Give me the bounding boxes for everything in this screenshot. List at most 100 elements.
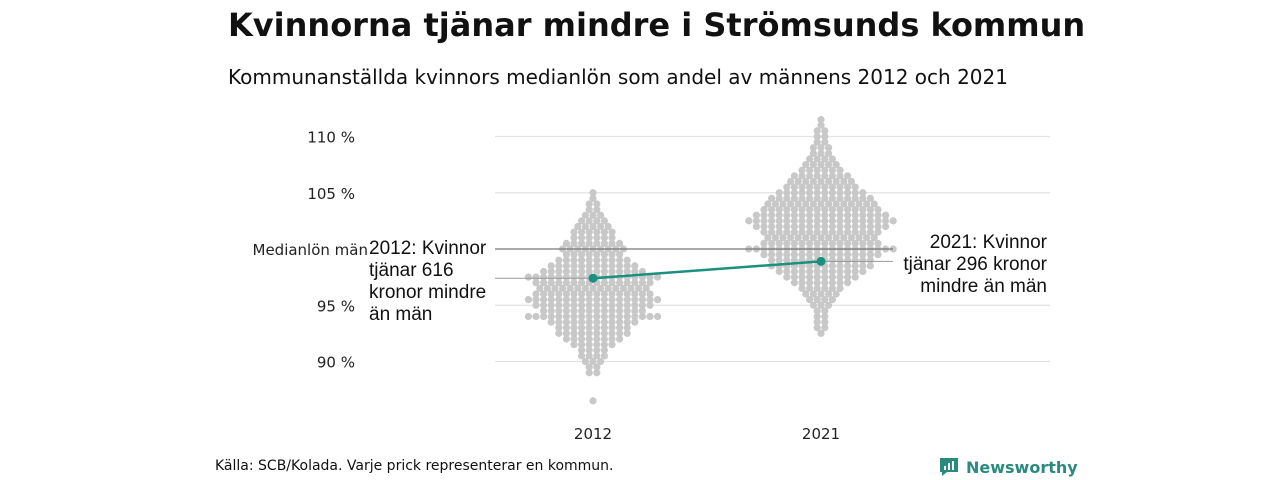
data-dot (608, 324, 616, 332)
data-dot (859, 239, 867, 247)
data-dot (578, 346, 586, 354)
data-dot (631, 290, 639, 298)
data-dot (578, 324, 586, 332)
data-dot (825, 234, 833, 242)
data-dot (840, 177, 848, 186)
data-dot (832, 234, 840, 242)
data-dot (593, 251, 601, 259)
data-dot (798, 239, 806, 247)
data-dot (851, 251, 859, 259)
data-dot (798, 284, 806, 292)
data-dot (817, 121, 825, 129)
data-dot (836, 217, 844, 225)
data-dot (547, 312, 555, 321)
data-dot (828, 267, 837, 276)
data-dot (616, 329, 624, 337)
data-dot (798, 273, 806, 281)
data-dot (585, 363, 593, 371)
data-dot (600, 290, 609, 298)
data-dot (623, 324, 631, 332)
data-dot (828, 256, 837, 264)
data-dot (562, 267, 571, 276)
data-dot (608, 312, 616, 321)
data-dot (616, 279, 624, 287)
data-dot (809, 200, 818, 208)
data-dot (836, 273, 844, 281)
data-dot (840, 200, 848, 208)
data-dot (817, 234, 825, 242)
data-dot (593, 346, 601, 354)
data-dot (798, 251, 806, 259)
data-dot (585, 239, 593, 247)
data-dot (836, 284, 844, 292)
data-dot (600, 307, 609, 315)
data-dot (844, 194, 852, 202)
data-dot (828, 296, 837, 304)
data-dot (806, 166, 814, 174)
data-dot (817, 116, 825, 124)
data-dot (836, 206, 844, 214)
data-dot (547, 273, 555, 281)
data-dot (616, 324, 624, 332)
data-dot (585, 296, 593, 304)
data-dot (654, 273, 662, 281)
data-dot (806, 183, 814, 191)
data-dot (593, 369, 601, 377)
data-dot (600, 324, 609, 332)
data-dot (578, 234, 586, 242)
data-dot (616, 267, 624, 276)
data-dot (585, 206, 593, 214)
data-dot (771, 234, 780, 242)
data-dot (597, 357, 605, 366)
data-dot (585, 318, 593, 326)
data-dot (821, 166, 829, 174)
data-dot (570, 279, 578, 287)
data-dot (798, 172, 806, 180)
data-dot (540, 290, 548, 298)
data-dot (593, 335, 601, 343)
data-dot (866, 217, 875, 225)
data-dot (828, 239, 837, 247)
data-dot (562, 290, 571, 298)
annotation-2021-line: 2021: Kvinnor (930, 232, 1048, 253)
data-dot (589, 397, 597, 405)
data-dot (623, 256, 631, 264)
data-dot (764, 234, 772, 242)
data-dot (809, 144, 818, 152)
data-dot (798, 183, 806, 191)
data-dot (570, 335, 578, 343)
data-dot (836, 211, 844, 219)
data-dot (589, 284, 597, 292)
data-dot (821, 251, 829, 259)
data-dot (832, 177, 840, 186)
data-dot (562, 256, 571, 264)
data-dot (813, 239, 821, 247)
data-dot (775, 256, 783, 264)
data-dot (790, 267, 799, 276)
data-dot (821, 138, 829, 146)
data-dot (828, 251, 837, 259)
data-dot (555, 273, 563, 281)
data-dot (623, 262, 631, 270)
data-dot (578, 341, 586, 349)
data-dot (600, 312, 609, 321)
data-dot (825, 290, 833, 298)
data-dot (581, 211, 590, 219)
data-dot (570, 256, 578, 264)
data-dot (836, 172, 844, 180)
data-dot (809, 234, 818, 242)
newsworthy-logo-icon (940, 458, 958, 476)
data-dot (616, 312, 624, 321)
data-dot (600, 262, 609, 270)
data-dot (844, 262, 852, 270)
data-dot (760, 228, 768, 236)
data-dot (543, 284, 552, 292)
data-dot (600, 301, 609, 309)
data-dot (566, 284, 574, 292)
data-dot (775, 239, 783, 247)
data-dot (604, 222, 612, 231)
data-dot (638, 279, 647, 287)
data-dot (570, 251, 578, 259)
data-dot (806, 251, 814, 259)
